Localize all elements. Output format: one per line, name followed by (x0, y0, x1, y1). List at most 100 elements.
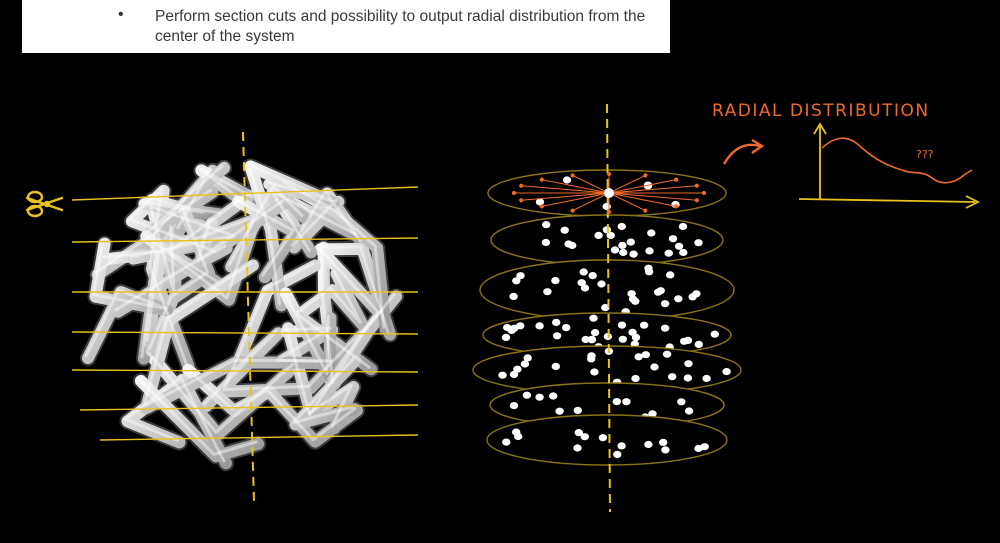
particle-dot (656, 287, 665, 295)
particle-dot (659, 438, 668, 446)
particle-dot (710, 330, 719, 338)
particle-dot (523, 354, 532, 362)
tube (140, 259, 340, 415)
radial-arrows (511, 171, 707, 215)
particle-dot (662, 350, 672, 358)
tube-highlight (101, 249, 158, 359)
particle-dot (647, 229, 656, 237)
tube (134, 374, 265, 463)
arrow-tip (606, 171, 612, 177)
particle-dot (684, 407, 694, 415)
tube-highlight (114, 244, 227, 312)
particle-dot (661, 446, 670, 454)
radial-distribution-label: RADIAL DISTRIBUTION (712, 101, 930, 121)
section-line (79, 404, 419, 411)
particle-dot (627, 290, 636, 298)
particle-dot (645, 247, 654, 255)
particle-dot (501, 333, 511, 341)
particle-dot (643, 182, 653, 190)
radial-arrow (572, 192, 610, 212)
particle-dot (598, 434, 608, 442)
tube-highlight (84, 240, 167, 358)
particle-dot (552, 332, 562, 340)
arrow-tip (539, 177, 544, 182)
particle-dot (602, 202, 611, 211)
particle-dot (617, 442, 626, 450)
particle-dot (543, 288, 552, 296)
tube-highlight (294, 270, 371, 369)
particle-dot (512, 428, 521, 436)
question-marks: ??? (916, 148, 934, 161)
radial-arrow (608, 192, 677, 207)
particle-dot (555, 407, 564, 415)
arrow-tip (674, 177, 679, 182)
particle-dot (512, 277, 521, 285)
particle-dot (573, 444, 582, 452)
particle-dot (535, 393, 544, 401)
particle-dot (552, 318, 561, 326)
section-disc (486, 414, 728, 466)
particle-dot (683, 374, 693, 382)
radial-arrow (608, 192, 697, 201)
particle-dot (588, 272, 597, 280)
particle-dot (587, 352, 596, 360)
particle-dot (628, 328, 637, 336)
particle-dot (516, 272, 525, 280)
particle-dot (601, 304, 610, 312)
section-line (99, 434, 419, 441)
radial-arrow (572, 174, 610, 194)
particle-dot (666, 271, 675, 279)
tube-highlight (142, 216, 255, 342)
tube-highlight (184, 366, 357, 442)
arrow-head (751, 138, 765, 154)
tube (194, 196, 291, 269)
tube-highlight (284, 292, 396, 417)
tube-highlight (292, 357, 355, 424)
particle-dot (502, 438, 511, 446)
particle-dot (542, 221, 551, 229)
tube (279, 287, 337, 382)
particle-dot (520, 360, 530, 368)
tube-highlight (129, 205, 235, 294)
particle-dot (551, 362, 560, 370)
tube (82, 237, 174, 365)
radial-arrow (608, 185, 697, 194)
particle-dot (606, 231, 615, 239)
particle-dot (522, 391, 532, 399)
particle-dot (641, 351, 650, 359)
particle-dot (509, 402, 519, 410)
particle-dot (660, 300, 670, 308)
particle-dot (678, 222, 688, 231)
tube (232, 195, 302, 284)
arrow-tip (606, 209, 612, 215)
tube (195, 164, 260, 208)
arrow-tip (674, 204, 679, 209)
tube-highlight (137, 377, 258, 456)
particle-dot (700, 443, 709, 451)
particle-dot (562, 324, 571, 332)
particle-dot (644, 264, 653, 272)
tube-highlight (197, 166, 253, 202)
note-box: • Perform section cuts and possibility t… (22, 0, 670, 53)
particle-dot (660, 324, 670, 332)
particle-dot (573, 406, 582, 414)
particle-dot (580, 433, 589, 441)
particle-dot (509, 292, 518, 300)
particle-dot (684, 360, 693, 368)
tube (289, 354, 362, 431)
tube-highlight (307, 383, 353, 428)
tube-highlight (227, 184, 304, 267)
section-disc (479, 259, 735, 321)
tube (182, 363, 363, 448)
tube-network (80, 158, 405, 472)
radial-arrow (608, 192, 646, 212)
section-cut-lines (71, 186, 419, 441)
tube-highlight (94, 167, 213, 275)
particle-dot (617, 222, 626, 231)
particle-dot (509, 370, 519, 379)
tube-highlight (128, 187, 217, 366)
tube-highlight (167, 192, 250, 283)
particle-dot (590, 368, 599, 376)
section-line (71, 237, 419, 243)
particle-dot (535, 322, 544, 330)
